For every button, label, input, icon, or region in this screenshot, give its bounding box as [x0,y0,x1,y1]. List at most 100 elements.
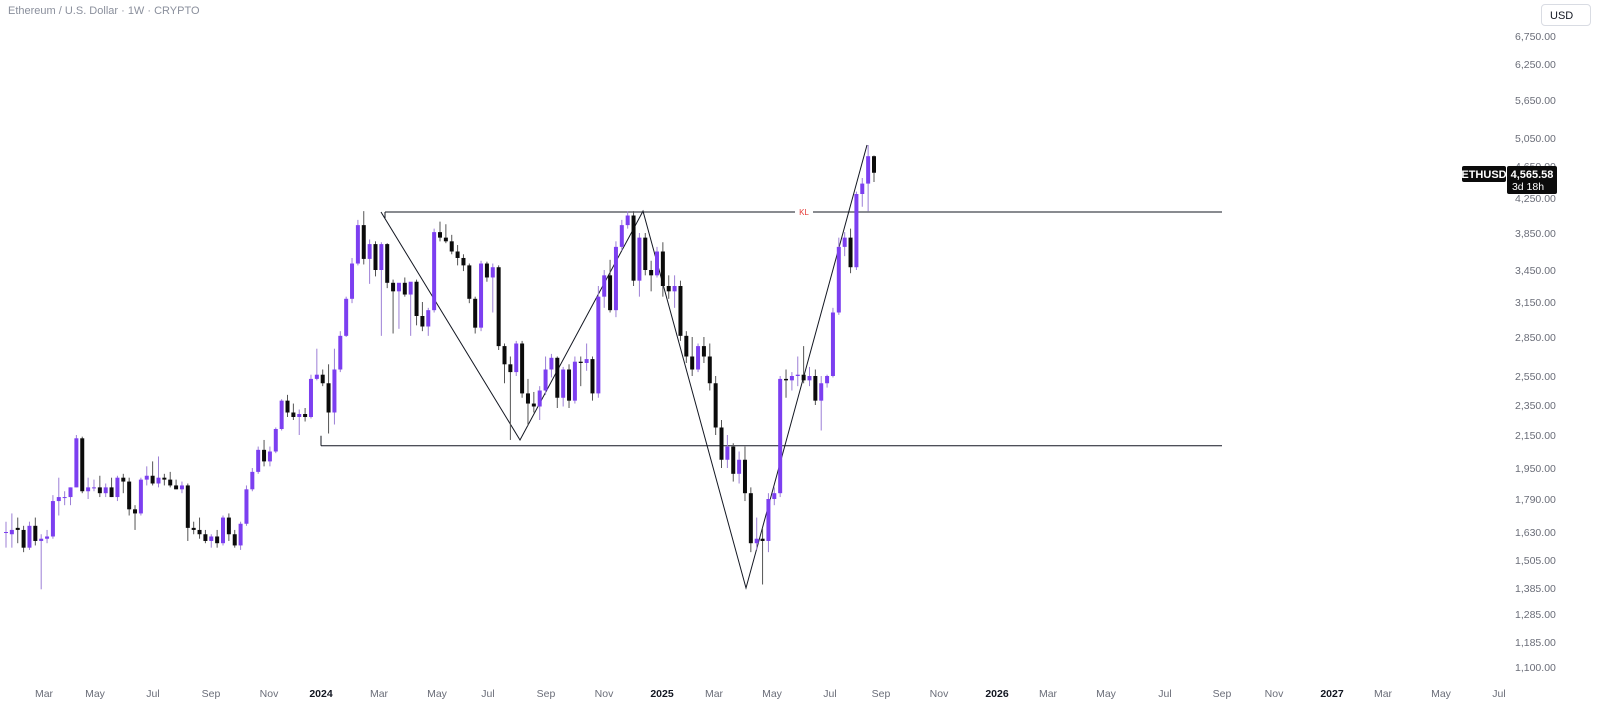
candle [350,257,355,304]
candle [197,517,202,539]
candle-body [660,251,665,286]
candle [244,485,249,526]
candle [766,493,771,553]
candle [866,145,871,212]
candle-body [350,263,355,299]
candle [602,270,607,308]
candle-body [303,414,308,417]
candle [525,378,530,426]
candle [502,343,507,384]
candle-body [215,536,220,544]
candle [731,443,736,482]
candle [784,369,789,398]
candle [719,420,724,468]
candle [872,155,876,182]
candle-body [297,414,302,417]
y-tick-label: 4,250.00 [1515,193,1556,205]
candle [414,279,419,326]
candle [590,356,595,401]
candle-body [572,361,577,401]
x-tick-label: Jul [146,688,159,700]
candle-body [414,281,419,316]
currency-button[interactable]: USD [1541,4,1591,26]
y-tick-label: 5,050.00 [1515,133,1556,145]
candle-body [391,282,396,292]
candle-body [848,237,853,268]
candle-body [27,525,32,548]
candle-body [701,346,706,357]
candle [748,487,753,553]
candle [226,513,231,541]
x-tick-label: Sep [872,688,891,700]
candle [461,254,466,272]
x-tick-label: Nov [595,688,614,700]
candle-body [50,501,55,537]
candle [660,242,665,297]
candle-body [537,390,542,407]
candle-body [836,246,841,313]
x-tick-label: Mar [35,688,54,700]
candle-body [191,527,196,530]
x-tick-label: 2025 [650,688,674,700]
candle [754,517,759,550]
candle [86,477,91,499]
candle [678,280,683,341]
candle [690,337,695,376]
candle-body [520,343,525,394]
candle [789,372,794,391]
candle [860,178,865,207]
candle-body [367,244,372,259]
candle-body [320,374,325,384]
candle-body [185,485,190,528]
candle-body [467,265,472,299]
candle [807,366,812,387]
chart-title: Ethereum / U.S. Dollar · 1W · CRYPTO [8,5,200,17]
candle-body [819,383,824,401]
last-price-label: 4,565.58 [1511,169,1554,181]
candle-body [461,257,466,266]
candle [484,261,489,282]
symbol-badge [1462,166,1506,182]
x-tick-label: May [1096,688,1117,700]
candle-body [508,364,513,373]
candle [449,234,454,255]
candle-body [56,497,61,502]
candle [596,286,601,398]
candle-body [238,523,243,546]
candle [725,435,730,468]
x-tick-label: Sep [1213,688,1232,700]
candle-body [279,400,284,429]
candle-body [97,487,102,494]
candle-body [854,194,859,268]
candle [696,343,701,373]
candle-body [432,232,437,311]
candle [344,296,349,337]
x-tick-label: Jul [1492,688,1505,700]
candle-body [232,534,237,546]
candle [115,475,120,502]
candle-body [373,244,378,270]
candle-body [250,471,255,490]
candle [21,525,26,553]
candle [15,517,20,544]
candle-body [338,335,343,370]
candle-body [226,517,231,535]
candle-body [696,346,701,370]
candle [467,263,472,304]
candle [520,340,525,398]
candle-body [355,225,360,264]
y-tick-label: 3,150.00 [1515,297,1556,309]
candle [297,409,302,435]
candle [391,279,396,334]
candle-body [789,376,794,381]
candle [150,461,155,486]
candle [326,364,331,434]
candle-body [221,517,225,544]
candle-body [479,263,484,328]
candle-body [256,449,261,472]
y-tick-label: 5,650.00 [1515,95,1556,107]
candle [619,219,624,251]
candle [438,221,442,242]
